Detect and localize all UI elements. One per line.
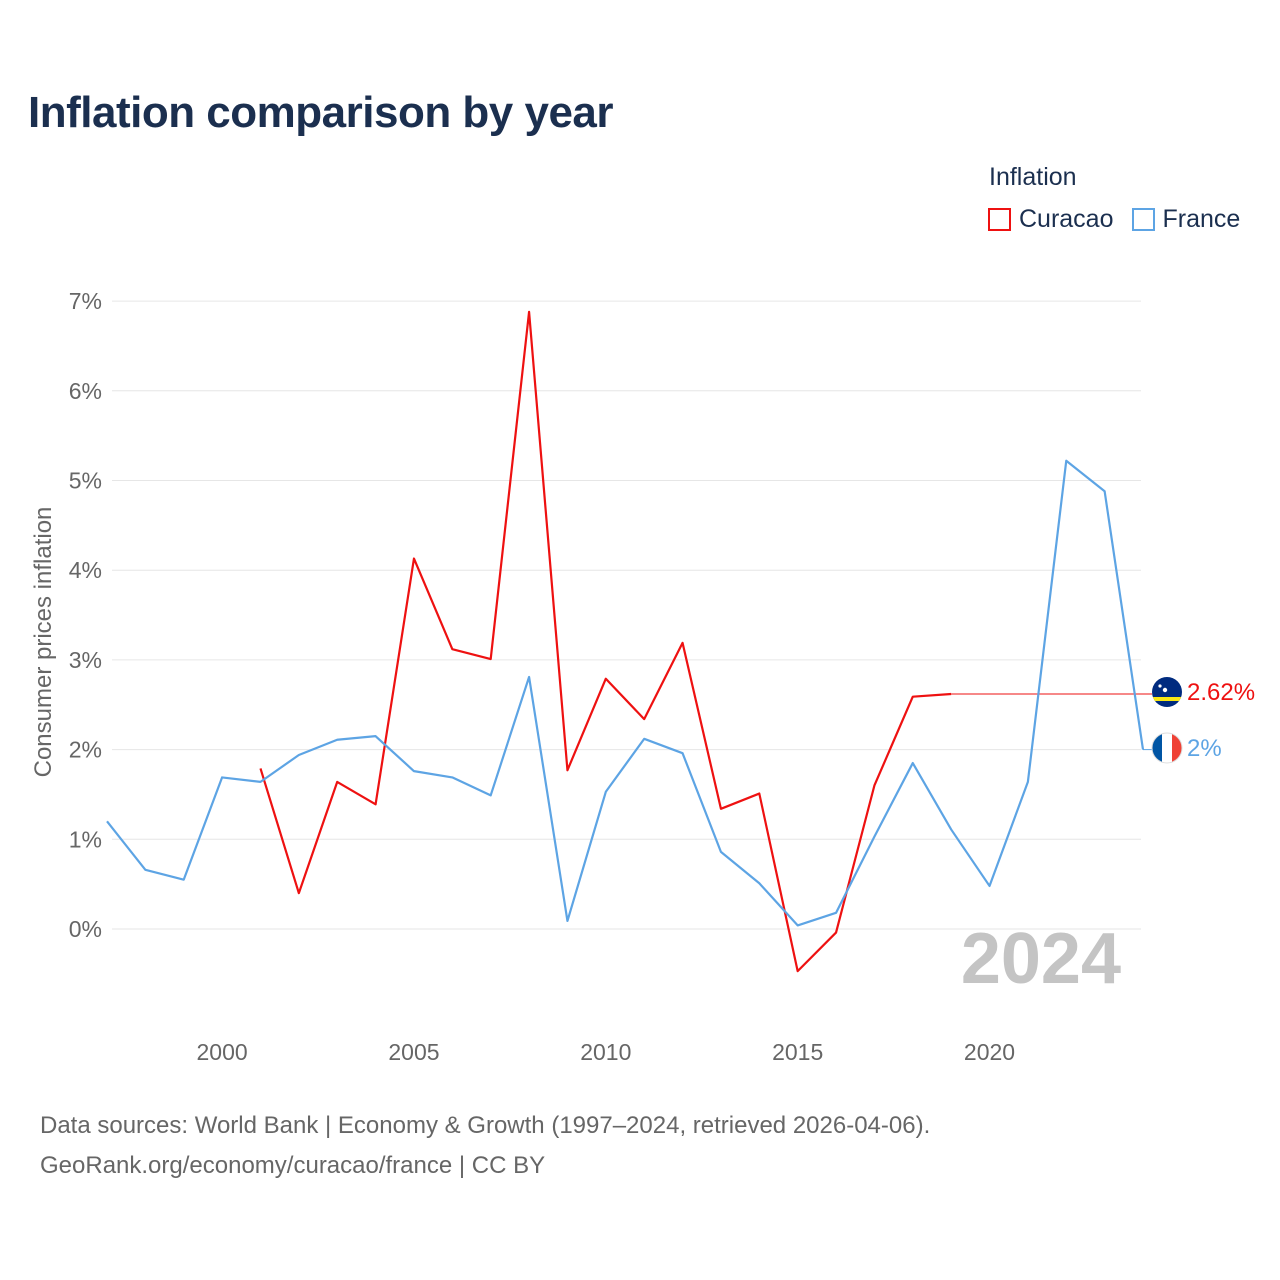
data-point-curacao[interactable] [449, 646, 455, 652]
data-point-france[interactable] [411, 768, 417, 774]
data-point-curacao[interactable] [564, 767, 570, 773]
data-point-france[interactable] [833, 910, 839, 916]
data-point-france[interactable] [795, 922, 801, 928]
gridlines [112, 300, 1141, 930]
y-axis-label: Consumer prices inflation [30, 507, 57, 778]
y-tick-label: 6% [69, 378, 102, 404]
data-point-france[interactable] [987, 883, 993, 889]
data-point-curacao[interactable] [296, 890, 302, 896]
legend-swatch-curacao [988, 208, 1011, 231]
series-line-france[interactable] [106, 459, 1145, 927]
data-point-france[interactable] [564, 918, 570, 924]
legend-label-curacao: Curacao [1019, 205, 1114, 233]
y-axis-ticks: 0% 1% 2% 3% 4% 5% 6% 7% [69, 288, 102, 942]
data-point-curacao[interactable] [641, 716, 647, 722]
data-point-france[interactable] [373, 733, 379, 739]
france-flag-icon [1151, 732, 1183, 764]
data-point-france[interactable] [488, 792, 494, 798]
data-point-curacao[interactable] [756, 791, 762, 797]
data-point-france[interactable] [334, 737, 340, 743]
source-line-2[interactable]: GeoRank.org/economy/curacao/france | CC … [40, 1152, 546, 1179]
data-point-france[interactable] [449, 774, 455, 780]
legend-label-france: France [1162, 205, 1241, 233]
data-point-curacao[interactable] [526, 309, 532, 315]
legend-title: Inflation [989, 163, 1077, 191]
data-point-france[interactable] [296, 752, 302, 758]
end-markers: 2.62% 2% [1151, 677, 1255, 764]
data-point-france[interactable] [142, 867, 148, 873]
data-point-curacao[interactable] [680, 640, 686, 646]
data-point-france[interactable] [257, 779, 263, 785]
end-label-curacao: 2.62% [1187, 679, 1255, 706]
legend-item-france[interactable]: France [1131, 205, 1241, 234]
data-point-france[interactable] [1102, 488, 1108, 494]
x-tick-label: 2000 [197, 1039, 248, 1065]
data-point-france[interactable] [219, 774, 225, 780]
end-label-france: 2% [1187, 735, 1222, 762]
series-line-curacao[interactable] [259, 310, 952, 973]
data-point-france[interactable] [1025, 779, 1031, 785]
data-point-france[interactable] [603, 789, 609, 795]
data-point-france[interactable] [948, 826, 954, 832]
y-tick-label: 5% [69, 468, 102, 494]
data-point-curacao[interactable] [795, 968, 801, 974]
data-point-curacao[interactable] [833, 930, 839, 936]
data-point-curacao[interactable] [488, 656, 494, 662]
legend: Curacao France [988, 205, 1240, 234]
x-tick-label: 2005 [388, 1039, 439, 1065]
data-point-france[interactable] [756, 880, 762, 886]
data-point-curacao[interactable] [603, 676, 609, 682]
data-point-france[interactable] [104, 818, 110, 824]
x-tick-label: 2020 [964, 1039, 1015, 1065]
x-axis-ticks: 2000 2005 2010 2015 2020 [197, 1039, 1016, 1065]
data-point-france[interactable] [680, 750, 686, 756]
y-tick-label: 3% [69, 647, 102, 673]
y-tick-label: 2% [69, 737, 102, 763]
data-point-france[interactable] [181, 877, 187, 883]
chart-title: Inflation comparison by year [28, 88, 614, 137]
x-tick-label: 2015 [772, 1039, 823, 1065]
year-watermark: 2024 [961, 919, 1121, 999]
data-point-curacao[interactable] [910, 694, 916, 700]
data-point-curacao[interactable] [871, 782, 877, 788]
y-tick-label: 7% [69, 288, 102, 314]
data-point-curacao[interactable] [718, 806, 724, 812]
data-point-france[interactable] [641, 736, 647, 742]
data-point-france[interactable] [1063, 458, 1069, 464]
data-point-curacao[interactable] [411, 556, 417, 562]
line-chart: 0% 1% 2% 3% 4% 5% 6% 7% 2000 2005 2010 2015 2020 Co… [30, 288, 1255, 1065]
data-point-france[interactable] [910, 760, 916, 766]
data-point-france[interactable] [871, 834, 877, 840]
data-point-curacao[interactable] [334, 779, 340, 785]
legend-swatch-france [1131, 208, 1155, 231]
data-point-curacao[interactable] [257, 765, 263, 771]
x-tick-label: 2010 [580, 1039, 631, 1065]
y-tick-label: 4% [69, 557, 102, 583]
y-tick-label: 0% [69, 916, 102, 942]
data-point-curacao[interactable] [373, 801, 379, 807]
data-point-france[interactable] [526, 674, 532, 680]
legend-item-curacao[interactable]: Curacao [988, 205, 1114, 234]
series-lines [104, 309, 1152, 974]
data-point-france[interactable] [718, 849, 724, 855]
y-tick-label: 1% [69, 826, 102, 852]
source-line-1: Data sources: World Bank | Economy & Gro… [40, 1112, 931, 1139]
data-source: Data sources: World Bank | Economy & Gro… [40, 1106, 930, 1186]
curacao-flag-icon [1152, 677, 1182, 707]
